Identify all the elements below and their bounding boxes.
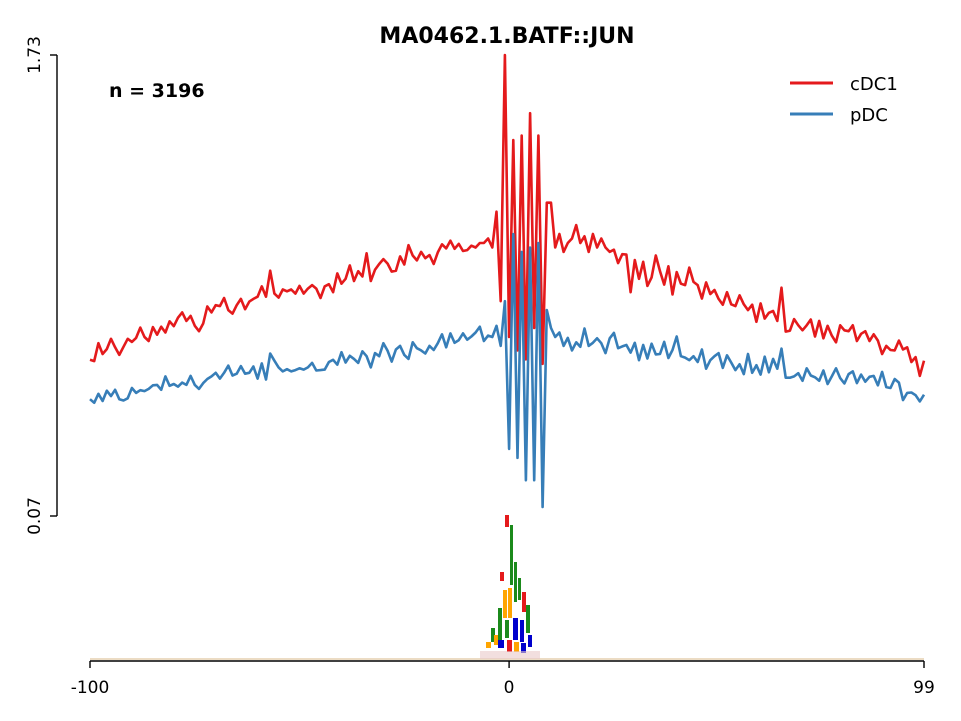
motif-letter-a — [508, 588, 512, 618]
motif-logo — [90, 515, 924, 660]
series-line-pdc — [89, 232, 926, 509]
legend-label-cdc1: cDC1 — [850, 74, 898, 95]
motif-letter-t — [522, 592, 526, 612]
motif-low-info — [480, 651, 540, 659]
x-tick-label: 99 — [913, 678, 935, 698]
legend-label-pdc: pDC — [850, 105, 888, 126]
motif-letter-g — [510, 525, 513, 585]
motif-letter-g — [498, 608, 502, 640]
motif-letter-c — [528, 635, 532, 647]
sample-count-annotation: n = 3196 — [109, 80, 205, 102]
motif-letter-c — [521, 643, 526, 653]
motif-letter-g — [505, 620, 509, 638]
axes — [56, 55, 924, 662]
y-tick-label: 0.07 — [25, 497, 45, 535]
motif-letter-g — [491, 628, 495, 642]
motif-letter-a — [486, 642, 491, 648]
motif-letter-c — [513, 618, 518, 640]
motif-letter-c — [520, 620, 524, 642]
chart-title: MA0462.1.BATF::JUN — [379, 24, 634, 49]
motif-letter-c — [498, 640, 504, 648]
motif-letter-t — [500, 572, 504, 581]
motif-letter-a — [503, 590, 507, 618]
legend: cDC1 pDC — [790, 74, 898, 126]
motif-letter-g — [514, 562, 517, 602]
motif-letter-g — [526, 605, 530, 633]
x-tick-label: -100 — [71, 678, 110, 698]
x-tick-label: 0 — [504, 678, 515, 698]
y-ticks: 0.07 1.73 — [25, 36, 57, 535]
y-tick-label: 1.73 — [25, 36, 45, 74]
motif-letter-a — [514, 642, 519, 652]
motif-letter-t — [505, 515, 509, 527]
motif-letter-g — [518, 578, 521, 600]
motif-letter-a — [494, 635, 498, 645]
motif-letter-t — [507, 640, 512, 652]
series-lines — [89, 53, 926, 509]
series-line-cdc1 — [89, 53, 926, 378]
x-ticks: -100 0 99 — [71, 661, 935, 698]
